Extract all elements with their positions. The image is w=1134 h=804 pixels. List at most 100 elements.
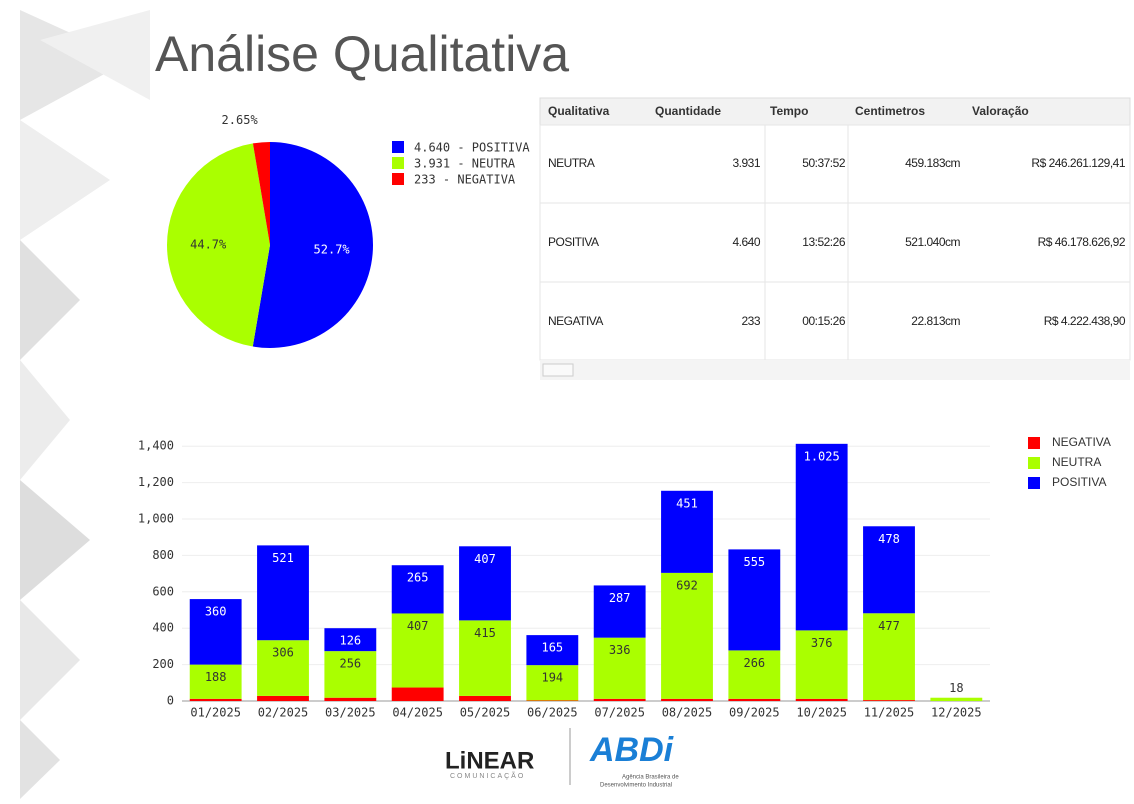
table-cell: R$ 246.261.129,41	[1031, 156, 1125, 170]
background-triangles	[20, 10, 150, 799]
table-cell: POSITIVA	[548, 235, 599, 249]
y-tick-label: 1,400	[138, 439, 174, 453]
bar-segment	[324, 628, 377, 652]
legend-label: 3.931 - NEUTRA	[414, 157, 516, 171]
legend-swatch	[392, 141, 404, 153]
legend-swatch	[1028, 477, 1040, 489]
legend-swatch	[392, 157, 404, 169]
x-tick-label: 09/2025	[729, 706, 780, 720]
y-tick-label: 1,200	[138, 475, 174, 489]
logo-abdi: ABDi	[589, 731, 675, 769]
bar-label: 188	[205, 670, 227, 684]
bar-segment	[795, 630, 848, 699]
legend-label: NEUTRA	[1052, 455, 1101, 469]
x-tick-label: 05/2025	[460, 706, 511, 720]
bar-segment	[863, 613, 915, 701]
scrollbar[interactable]	[540, 360, 1130, 380]
table-cell: 13:52:26	[802, 235, 846, 249]
legend-swatch	[392, 173, 404, 185]
x-tick-label: 04/2025	[392, 706, 443, 720]
bar-segment	[324, 651, 377, 698]
y-tick-label: 800	[152, 548, 174, 562]
table-header: Tempo	[770, 104, 808, 118]
bar-label: 1.025	[804, 449, 840, 463]
bar-segment	[661, 490, 713, 573]
table-body	[539, 124, 1131, 361]
bar-label: 521	[272, 551, 294, 565]
bar-label: 18	[949, 681, 963, 695]
x-tick-label: 03/2025	[325, 706, 376, 720]
bar-segment	[459, 695, 511, 701]
bar-label: 265	[407, 571, 429, 585]
bar-segment	[459, 620, 511, 696]
table-cell: NEUTRA	[548, 156, 595, 170]
pie-slice	[252, 142, 270, 245]
bar-segment	[324, 697, 377, 701]
pie-label: 52.7%	[314, 243, 351, 257]
bar-label: 415	[474, 626, 496, 640]
bar-segment	[526, 700, 579, 701]
bar-segment	[728, 698, 781, 701]
bar-label: 407	[407, 619, 429, 633]
x-tick-label: 11/2025	[864, 706, 915, 720]
bar-segment	[661, 572, 713, 699]
x-tick-label: 01/2025	[190, 706, 241, 720]
y-tick-label: 1,000	[138, 512, 174, 526]
pie-label: 2.65%	[222, 113, 259, 127]
bar-label: 306	[272, 646, 294, 660]
bar-label: 194	[541, 671, 563, 685]
y-tick-label: 400	[152, 621, 174, 635]
bar-segment	[257, 545, 309, 641]
bar-label: 336	[609, 643, 631, 657]
x-tick-label: 02/2025	[258, 706, 309, 720]
bar-segment	[189, 599, 242, 665]
table-cell: R$ 4.222.438,90	[1044, 314, 1126, 328]
bar-label: 555	[743, 555, 765, 569]
x-tick-label: 10/2025	[796, 706, 847, 720]
bar-label: 478	[878, 532, 900, 546]
table-header: Valoração	[972, 104, 1029, 118]
bar-label: 407	[474, 552, 496, 566]
table-header: Quantidade	[655, 104, 721, 118]
table-cell: 22.813cm	[911, 314, 960, 328]
table-cell: 521.040cm	[905, 235, 960, 249]
bar-segment	[930, 697, 983, 701]
table-header-bg	[539, 97, 1131, 126]
bar-label: 692	[676, 578, 698, 592]
bar-label: 451	[676, 496, 698, 510]
bar-segment	[391, 687, 444, 701]
pie-slice	[252, 142, 374, 348]
bar-segment	[795, 443, 848, 631]
bar-segment	[459, 546, 511, 621]
bar-label: 256	[339, 657, 361, 671]
bar-segment	[728, 549, 781, 651]
legend-swatch	[1028, 437, 1040, 449]
x-tick-label: 06/2025	[527, 706, 578, 720]
bar-segment	[593, 585, 646, 638]
bar-segment	[728, 650, 781, 699]
legend-label: POSITIVA	[1052, 475, 1106, 489]
table-cell: 50:37:52	[802, 156, 846, 170]
bar-label: 126	[339, 634, 361, 648]
bar-segment	[661, 698, 713, 701]
table-cell: 00:15:26	[802, 314, 846, 328]
table	[539, 97, 1131, 380]
bar-segment	[391, 565, 444, 614]
page-title: Análise Qualitativa	[155, 26, 569, 82]
bar-segment	[795, 698, 848, 701]
x-tick-label: 08/2025	[662, 706, 713, 720]
y-tick-label: 600	[152, 584, 174, 598]
bar-segment	[189, 664, 242, 699]
bar-segment	[257, 640, 309, 696]
bar-segment	[593, 698, 646, 701]
logos: LiNEAR COMUNICAÇÃO ABDi Agência Brasilei…	[445, 728, 679, 789]
legend-label: 4.640 - POSITIVA	[414, 141, 530, 155]
table-cell: 459.183cm	[905, 156, 960, 170]
logo-abdi-sub: Desenvolvimento Industrial	[600, 783, 672, 789]
scroll-button[interactable]	[542, 363, 574, 377]
bar-label: 287	[609, 591, 631, 605]
x-tick-label: 12/2025	[931, 706, 982, 720]
y-tick-label: 200	[152, 657, 174, 671]
y-tick-label: 0	[167, 694, 174, 708]
